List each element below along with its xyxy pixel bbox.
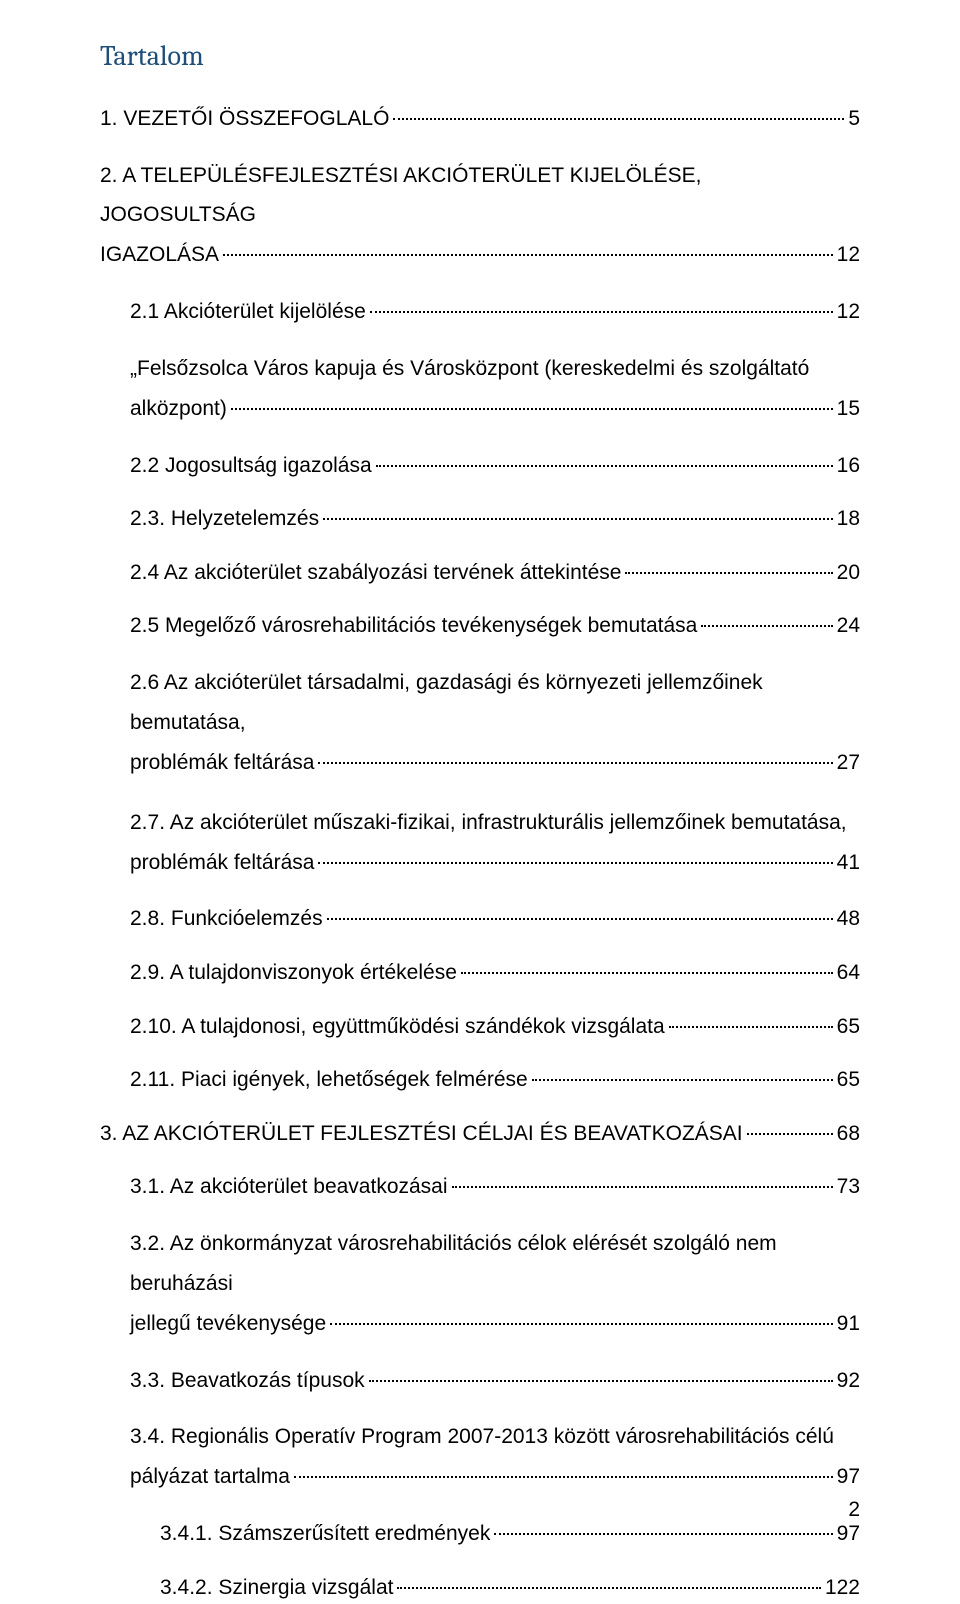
toc-dots bbox=[376, 465, 833, 467]
toc-entry-label: 2.5 Megelőző városrehabilitációs tevéken… bbox=[130, 609, 697, 643]
toc-entry[interactable]: 2.7. Az akcióterület műszaki-fizikai, in… bbox=[100, 803, 860, 883]
toc-entry-label: 3.4.2. Szinergia vizsgálat bbox=[160, 1571, 393, 1604]
toc-entry-page: 122 bbox=[825, 1571, 860, 1604]
toc-dots bbox=[625, 572, 832, 574]
toc-entry-label: 2.8. Funkcióelemzés bbox=[130, 902, 323, 936]
toc-entry-label-line1: „Felsőzsolca Város kapuja és Városközpon… bbox=[130, 349, 860, 389]
toc-dots bbox=[461, 972, 833, 974]
toc-dots bbox=[330, 1323, 833, 1325]
toc-dots bbox=[494, 1533, 832, 1535]
toc-dots bbox=[452, 1186, 833, 1188]
toc-entry-page: 16 bbox=[837, 449, 860, 483]
toc-entry-page: 41 bbox=[837, 843, 860, 883]
document-title: Tartalom bbox=[100, 40, 860, 72]
toc-entry-label: 2.11. Piaci igények, lehetőségek felméré… bbox=[130, 1063, 528, 1097]
toc-entry[interactable]: 2.3. Helyzetelemzés 18 bbox=[100, 502, 860, 536]
toc-dots bbox=[223, 254, 833, 256]
toc-entry[interactable]: 3.1. Az akcióterület beavatkozásai 73 bbox=[100, 1170, 860, 1204]
toc-entry-label: 2.1 Akcióterület kijelölése bbox=[130, 295, 366, 329]
toc-entry-page: 73 bbox=[837, 1170, 860, 1204]
toc-dots bbox=[231, 408, 833, 410]
toc-entry[interactable]: 3. AZ AKCIÓTERÜLET FEJLESZTÉSI CÉLJAI ÉS… bbox=[100, 1117, 860, 1151]
toc-entry[interactable]: 2.4 Az akcióterület szabályozási tervéne… bbox=[100, 556, 860, 590]
toc-entry-label-line1: 2.6 Az akcióterület társadalmi, gazdaság… bbox=[130, 663, 860, 743]
toc-entry-page: 5 bbox=[848, 102, 860, 136]
toc-entry-label-line1: 2. A TELEPÜLÉSFEJLESZTÉSI AKCIÓTERÜLET K… bbox=[100, 156, 860, 236]
toc-entry-page: 68 bbox=[837, 1117, 860, 1151]
toc-dots bbox=[294, 1476, 833, 1478]
toc-entry-page: 12 bbox=[837, 295, 860, 329]
toc-entry[interactable]: 3.4.1. Számszerűsített eredmények 97 bbox=[100, 1517, 860, 1551]
toc-entry-page: 48 bbox=[837, 902, 860, 936]
toc-entry[interactable]: 2.11. Piaci igények, lehetőségek felméré… bbox=[100, 1063, 860, 1097]
toc-entry[interactable]: „Felsőzsolca Város kapuja és Városközpon… bbox=[100, 349, 860, 429]
toc-dots bbox=[393, 118, 844, 120]
toc-dots bbox=[532, 1079, 833, 1081]
toc-entry-label: 1. VEZETŐI ÖSSZEFOGLALÓ bbox=[100, 102, 389, 136]
toc-entry-label: 3.3. Beavatkozás típusok bbox=[130, 1364, 365, 1398]
toc-entry-page: 27 bbox=[837, 743, 860, 783]
toc-entry-page: 91 bbox=[837, 1304, 860, 1344]
toc-entry-label-line2: jellegű tevékenysége bbox=[130, 1304, 326, 1344]
toc-entry-label: 3.1. Az akcióterület beavatkozásai bbox=[130, 1170, 448, 1204]
toc-entry-label-line2: pályázat tartalma bbox=[130, 1457, 290, 1497]
toc-entry-page: 18 bbox=[837, 502, 860, 536]
toc-dots bbox=[701, 625, 832, 627]
page-number: 2 bbox=[848, 1498, 860, 1522]
toc-entry[interactable]: 2. A TELEPÜLÉSFEJLESZTÉSI AKCIÓTERÜLET K… bbox=[100, 156, 860, 276]
toc-entry-label: 3.4.1. Számszerűsített eredmények bbox=[160, 1517, 490, 1551]
toc-entry-label-line1: 3.2. Az önkormányzat városrehabilitációs… bbox=[130, 1224, 860, 1304]
toc-entry-label: 2.4 Az akcióterület szabályozási tervéne… bbox=[130, 556, 621, 590]
table-of-contents: 1. VEZETŐI ÖSSZEFOGLALÓ 5 2. A TELEPÜLÉSF… bbox=[100, 102, 860, 1604]
toc-dots bbox=[323, 518, 833, 520]
toc-entry[interactable]: 3.4. Regionális Operatív Program 2007-20… bbox=[100, 1417, 860, 1497]
toc-entry[interactable]: 2.6 Az akcióterület társadalmi, gazdaság… bbox=[100, 663, 860, 783]
toc-entry-page: 12 bbox=[837, 235, 860, 275]
toc-dots bbox=[669, 1026, 833, 1028]
toc-entry[interactable]: 2.5 Megelőző városrehabilitációs tevéken… bbox=[100, 609, 860, 643]
toc-dots bbox=[370, 311, 833, 313]
toc-entry-page: 92 bbox=[837, 1364, 860, 1398]
toc-dots bbox=[318, 862, 832, 864]
toc-entry-page: 65 bbox=[837, 1010, 860, 1044]
toc-entry[interactable]: 2.8. Funkcióelemzés 48 bbox=[100, 902, 860, 936]
toc-entry[interactable]: 3.2. Az önkormányzat városrehabilitációs… bbox=[100, 1224, 860, 1344]
toc-entry-page: 20 bbox=[837, 556, 860, 590]
toc-dots bbox=[747, 1133, 833, 1135]
toc-entry-label: 2.2 Jogosultság igazolása bbox=[130, 449, 372, 483]
toc-entry[interactable]: 3.3. Beavatkozás típusok 92 bbox=[100, 1364, 860, 1398]
toc-entry-page: 24 bbox=[837, 609, 860, 643]
toc-entry[interactable]: 3.4.2. Szinergia vizsgálat 122 bbox=[100, 1571, 860, 1604]
toc-entry[interactable]: 2.10. A tulajdonosi, együttműködési szán… bbox=[100, 1010, 860, 1044]
toc-entry[interactable]: 2.9. A tulajdonviszonyok értékelése 64 bbox=[100, 956, 860, 990]
toc-entry-label: 2.9. A tulajdonviszonyok értékelése bbox=[130, 956, 457, 990]
toc-entry-label-line1: 3.4. Regionális Operatív Program 2007-20… bbox=[130, 1417, 860, 1457]
toc-entry-label: 2.3. Helyzetelemzés bbox=[130, 502, 319, 536]
toc-entry-page: 15 bbox=[837, 389, 860, 429]
toc-entry-label-line2: problémák feltárása bbox=[130, 843, 314, 883]
toc-entry-label: 3. AZ AKCIÓTERÜLET FEJLESZTÉSI CÉLJAI ÉS… bbox=[100, 1117, 743, 1151]
toc-entry-label-line2: problémák feltárása bbox=[130, 743, 314, 783]
toc-entry-page: 97 bbox=[837, 1457, 860, 1497]
toc-entry-page: 65 bbox=[837, 1063, 860, 1097]
toc-entry-page: 97 bbox=[837, 1517, 860, 1551]
toc-entry-page: 64 bbox=[837, 956, 860, 990]
toc-entry[interactable]: 1. VEZETŐI ÖSSZEFOGLALÓ 5 bbox=[100, 102, 860, 136]
toc-entry[interactable]: 2.1 Akcióterület kijelölése 12 bbox=[100, 295, 860, 329]
toc-dots bbox=[397, 1587, 820, 1589]
toc-entry-label-line2: alközpont) bbox=[130, 389, 227, 429]
toc-entry-label-line2: IGAZOLÁSA bbox=[100, 235, 219, 275]
toc-dots bbox=[327, 918, 833, 920]
toc-entry-label: 2.10. A tulajdonosi, együttműködési szán… bbox=[130, 1010, 665, 1044]
toc-entry[interactable]: 2.2 Jogosultság igazolása 16 bbox=[100, 449, 860, 483]
toc-dots bbox=[318, 762, 832, 764]
toc-dots bbox=[369, 1380, 833, 1382]
toc-entry-label-line1: 2.7. Az akcióterület műszaki-fizikai, in… bbox=[130, 803, 860, 843]
